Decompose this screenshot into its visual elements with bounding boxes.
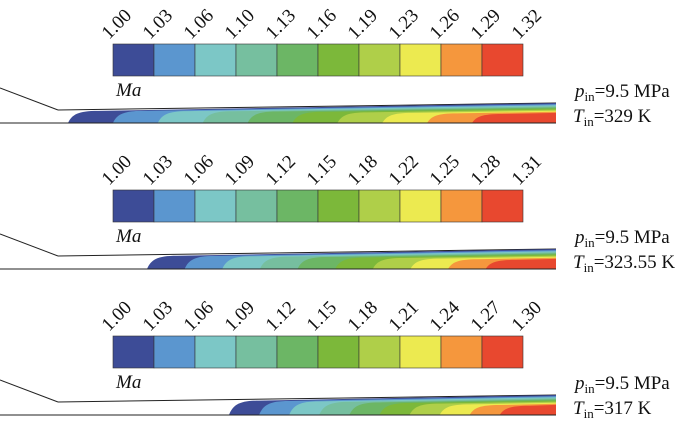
color-legend: 1.00 1.03 1.06 1.09 1.12 1.15 1.18 1.22 1.25 1.28… bbox=[98, 151, 546, 223]
legend-tick-label: 1.32 bbox=[508, 5, 546, 43]
legend-tick-label: 1.15 bbox=[303, 151, 341, 189]
inlet-pressure-label: pin=9.5 MPa bbox=[573, 373, 670, 396]
mach-contour-field bbox=[229, 395, 556, 416]
contour-band bbox=[499, 404, 556, 415]
legend-tick-label: 1.06 bbox=[180, 151, 218, 189]
legend-swatch bbox=[358, 335, 401, 369]
mach-contour-field bbox=[147, 249, 557, 270]
legend-tick-label: 1.30 bbox=[508, 297, 546, 335]
legend-tick-label: 1.03 bbox=[139, 151, 177, 189]
contour-band bbox=[472, 112, 556, 123]
legend-tick-label: 1.15 bbox=[303, 297, 341, 335]
legend-tick-label: 1.00 bbox=[98, 297, 136, 335]
legend-swatch bbox=[153, 43, 196, 77]
legend-tick-label: 1.09 bbox=[221, 151, 259, 189]
legend-swatch bbox=[358, 189, 401, 223]
legend-swatch bbox=[194, 189, 237, 223]
legend-tick-label: 1.03 bbox=[139, 5, 177, 43]
legend-tick-label: 1.10 bbox=[221, 5, 259, 43]
legend-tick-label: 1.19 bbox=[344, 5, 382, 43]
legend-swatch bbox=[399, 335, 442, 369]
legend-tick-label: 1.12 bbox=[262, 297, 300, 335]
legend-swatch bbox=[112, 335, 155, 369]
legend-swatch bbox=[317, 43, 360, 77]
legend-swatch bbox=[112, 189, 155, 223]
contour-band bbox=[485, 258, 556, 269]
inlet-temperature-label: Tin=323.55 K bbox=[573, 252, 675, 275]
legend-tick-label: 1.03 bbox=[139, 297, 177, 335]
legend-swatch bbox=[481, 335, 524, 369]
panel-1: 1.00 1.03 1.06 1.10 1.13 1.16 1.19 1.23 1.26 1.29… bbox=[0, 5, 670, 129]
legend-tick-label: 1.06 bbox=[180, 297, 218, 335]
legend-tick-label: 1.09 bbox=[221, 297, 259, 335]
legend-tick-label: 1.00 bbox=[98, 5, 136, 43]
legend-tick-label: 1.23 bbox=[385, 5, 423, 43]
legend-tick-label: 1.16 bbox=[303, 5, 341, 43]
inlet-pressure-label: pin=9.5 MPa bbox=[573, 81, 670, 104]
legend-swatch bbox=[481, 189, 524, 223]
legend-swatch bbox=[440, 43, 483, 77]
legend-tick-label: 1.29 bbox=[467, 5, 505, 43]
legend-swatch bbox=[276, 43, 319, 77]
legend-swatch bbox=[194, 43, 237, 77]
legend-tick-label: 1.31 bbox=[508, 151, 546, 189]
legend-swatch bbox=[235, 43, 278, 77]
legend-tick-label: 1.21 bbox=[385, 297, 423, 335]
legend-swatch bbox=[481, 43, 524, 77]
legend-tick-label: 1.24 bbox=[426, 297, 465, 336]
legend-swatch bbox=[153, 189, 196, 223]
variable-label: Ma bbox=[115, 226, 141, 247]
legend-swatch bbox=[112, 43, 155, 77]
variable-label: Ma bbox=[115, 80, 141, 101]
legend-swatch bbox=[235, 335, 278, 369]
legend-swatch bbox=[399, 189, 442, 223]
color-legend: 1.00 1.03 1.06 1.10 1.13 1.16 1.19 1.23 1.26 1.29… bbox=[98, 5, 546, 77]
inlet-temperature-label: Tin=317 K bbox=[573, 398, 652, 421]
legend-tick-label: 1.25 bbox=[426, 151, 464, 189]
legend-swatch bbox=[194, 335, 237, 369]
legend-tick-label: 1.12 bbox=[262, 151, 300, 189]
legend-tick-label: 1.13 bbox=[262, 5, 300, 43]
color-legend: 1.00 1.03 1.06 1.09 1.12 1.15 1.18 1.21 1.24 1.27… bbox=[98, 297, 546, 369]
legend-swatch bbox=[440, 335, 483, 369]
panel-2: 1.00 1.03 1.06 1.09 1.12 1.15 1.18 1.22 1.25 1.28… bbox=[0, 151, 675, 275]
legend-swatch bbox=[358, 43, 401, 77]
legend-swatch bbox=[276, 189, 319, 223]
legend-tick-label: 1.18 bbox=[344, 151, 382, 189]
legend-swatch bbox=[399, 43, 442, 77]
inlet-pressure-label: pin=9.5 MPa bbox=[573, 227, 670, 250]
legend-tick-label: 1.26 bbox=[426, 5, 464, 43]
legend-swatch bbox=[317, 189, 360, 223]
legend-swatch bbox=[153, 335, 196, 369]
legend-swatch bbox=[276, 335, 319, 369]
variable-label: Ma bbox=[115, 372, 141, 393]
legend-tick-label: 1.28 bbox=[467, 151, 505, 189]
panel-3: 1.00 1.03 1.06 1.09 1.12 1.15 1.18 1.21 1.24 1.27… bbox=[0, 297, 670, 421]
legend-tick-label: 1.22 bbox=[385, 151, 423, 189]
inlet-temperature-label: Tin=329 K bbox=[573, 106, 652, 129]
legend-tick-label: 1.18 bbox=[344, 297, 382, 335]
legend-tick-label: 1.00 bbox=[98, 151, 136, 189]
mach-contour-field bbox=[68, 103, 557, 124]
legend-swatch bbox=[317, 335, 360, 369]
legend-swatch bbox=[235, 189, 278, 223]
legend-swatch bbox=[440, 189, 483, 223]
legend-tick-label: 1.27 bbox=[467, 297, 505, 335]
legend-tick-label: 1.06 bbox=[180, 5, 218, 43]
